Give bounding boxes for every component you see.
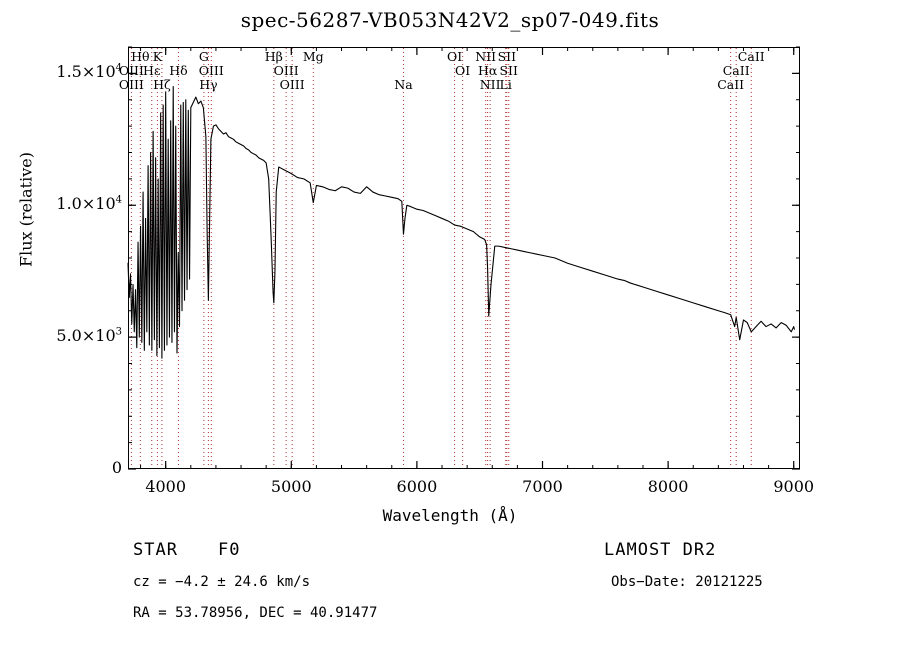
line-label-OIII-4363: OIII xyxy=(198,63,224,78)
line-label-H-4102: Hδ xyxy=(169,63,188,78)
line-label-OIII-4959: OIII xyxy=(273,63,299,78)
y-tick-5000: 5.0×103 xyxy=(56,326,122,346)
x-tick-4000: 4000 xyxy=(145,477,187,496)
y-tick-15000: 1.5×104 xyxy=(56,62,122,82)
line-label-G-4304: G xyxy=(198,49,209,64)
line-label-H-3889: Hε xyxy=(143,63,161,78)
line-label-H-4340: Hγ xyxy=(199,77,218,92)
survey-label: LAMOST DR2 xyxy=(604,540,717,560)
line-label-OI-6300: OI xyxy=(446,49,463,64)
line-label-OIII-3727: OIII xyxy=(118,63,144,78)
x-tick-7000: 7000 xyxy=(522,477,563,496)
line-label-H-3970: Hζ xyxy=(153,77,171,92)
line-label-SII-6731: SII xyxy=(499,63,518,78)
x-tick-5000: 5000 xyxy=(270,477,312,496)
line-label-H-6563: Hα xyxy=(477,63,498,78)
line-label-OIII-3727: OIII xyxy=(118,77,144,92)
x-tick-9000: 9000 xyxy=(773,477,815,496)
line-label-CaII-8542: CaII xyxy=(722,63,750,78)
line-label-Mg-5175: Mg xyxy=(302,49,324,64)
spectral-class-label: F0 xyxy=(218,540,241,560)
x-axis-title: Wavelength (Å) xyxy=(382,506,518,525)
line-label-H-3798: Hθ xyxy=(131,49,150,64)
line-label-H-4861: Hβ xyxy=(264,49,283,64)
redshift-velocity-label: cz = −4.2 ± 24.6 km/s xyxy=(133,574,311,590)
line-label-NII-6583: NII xyxy=(479,77,501,92)
line-label-CaII-8662: CaII xyxy=(737,49,765,64)
line-label-OI-6364: OI xyxy=(455,63,471,78)
x-tick-6000: 6000 xyxy=(396,477,438,496)
figure-title: spec-56287-VB053N42V2_sp07-049.fits xyxy=(240,8,660,32)
y-tick-0: 0 xyxy=(111,458,122,477)
line-label-SII-6716: SII xyxy=(497,49,517,64)
y-tick-10000: 1.0×104 xyxy=(56,194,122,214)
line-label-CaII-8498: CaII xyxy=(717,77,745,92)
line-label-Li-6707: Li xyxy=(499,77,512,92)
x-tick-8000: 8000 xyxy=(647,477,689,496)
y-axis-ticklabels: 0 5.0×103 1.0×104 1.5×104 xyxy=(0,0,122,650)
object-type-label: STAR xyxy=(133,540,178,560)
line-label-K-3934: K xyxy=(152,49,163,64)
obs-date-label: Obs−Date: 20121225 xyxy=(611,574,763,590)
coordinates-label: RA = 53.78956, DEC = 40.91477 xyxy=(133,605,378,621)
line-label-NII-6548: NII xyxy=(475,49,497,64)
line-label-OIII-5007: OIII xyxy=(279,77,305,92)
line-label-Na-5893: Na xyxy=(394,77,413,92)
x-axis-ticklabels: 4000 5000 6000 7000 8000 9000 xyxy=(0,477,900,501)
